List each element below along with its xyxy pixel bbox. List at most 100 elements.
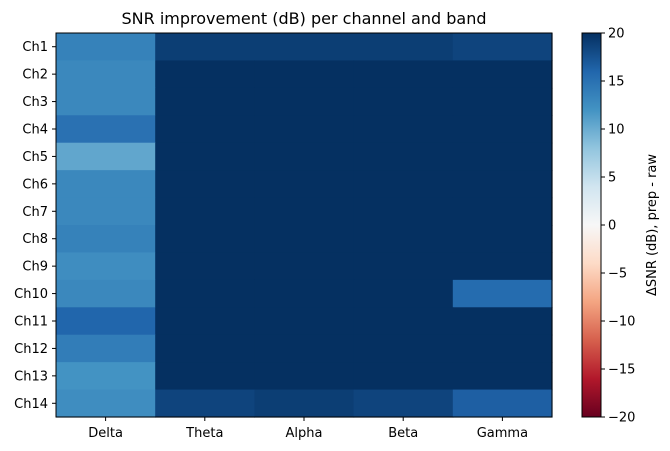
heatmap-cell (452, 115, 553, 144)
heatmap-cell (452, 197, 553, 226)
x-tick-label: Alpha (286, 426, 323, 441)
heatmap-cell (353, 142, 454, 171)
heatmap-cell (56, 389, 156, 418)
colorbar-tick-label: −10 (608, 315, 635, 330)
heatmap-cell (155, 33, 255, 62)
colorbar (581, 32, 602, 418)
heatmap-cell (452, 362, 553, 391)
heatmap-cell (56, 87, 156, 116)
heatmap-cell (56, 60, 156, 89)
heatmap-cell (452, 170, 553, 199)
y-tick-label: Ch2 (22, 68, 48, 83)
heatmap-cell (353, 279, 454, 308)
colorbar-label: ΔSNR (dB), prep - raw (645, 154, 660, 296)
chart-title: SNR improvement (dB) per channel and ban… (122, 9, 487, 28)
heatmap-cell (254, 115, 355, 144)
colorbar-tick-label: −5 (608, 267, 627, 282)
y-tick-label: Ch9 (22, 260, 48, 275)
x-tick-label: Theta (185, 426, 223, 441)
heatmap-cell (254, 197, 355, 226)
heatmap-cell (155, 142, 255, 171)
y-tick-label: Ch11 (14, 315, 48, 330)
heatmap-cell (452, 252, 553, 281)
heatmap-cell (452, 142, 553, 171)
heatmap-cell (254, 87, 355, 116)
heatmap-cell (254, 60, 355, 89)
colorbar-tick-label: 0 (608, 219, 616, 234)
heatmap-cell (254, 362, 355, 391)
heatmap-cell (254, 225, 355, 254)
heatmap-cell (353, 33, 454, 62)
heatmap-cells (56, 33, 553, 418)
heatmap-cell (155, 225, 255, 254)
heatmap-cell (254, 170, 355, 199)
y-tick-label: Ch6 (22, 177, 48, 192)
heatmap-cell (353, 60, 454, 89)
colorbar-axis: −20 −15 −10 −5 0 5 10 15 20 (601, 27, 635, 426)
heatmap-cell (254, 334, 355, 363)
heatmap-cell (353, 197, 454, 226)
y-tick-label: Ch13 (14, 369, 48, 384)
heatmap-cell (353, 225, 454, 254)
heatmap-cell (155, 115, 255, 144)
heatmap-cell (353, 334, 454, 363)
heatmap-cell (254, 252, 355, 281)
heatmap-cell (353, 87, 454, 116)
heatmap-cell (56, 279, 156, 308)
heatmap-cell (254, 142, 355, 171)
heatmap-cell (155, 252, 255, 281)
heatmap-cell (155, 362, 255, 391)
heatmap-cell (353, 362, 454, 391)
heatmap-cell (254, 389, 355, 418)
y-tick-label: Ch3 (22, 95, 48, 110)
y-tick-label: Ch7 (22, 205, 48, 220)
heatmap-cell (155, 60, 255, 89)
x-tick-label: Gamma (477, 426, 528, 441)
heatmap-cell (452, 389, 553, 418)
x-tick-label: Delta (88, 426, 123, 441)
heatmap-cell (155, 279, 255, 308)
colorbar-tick-label: −15 (608, 363, 635, 378)
heatmap-cell (452, 33, 553, 62)
heatmap-cell (56, 142, 156, 171)
heatmap-cell (56, 334, 156, 363)
heatmap-cell (56, 307, 156, 336)
heatmap-cell (452, 87, 553, 116)
heatmap-cell (56, 252, 156, 281)
heatmap-cell (155, 389, 255, 418)
y-tick-label: Ch1 (22, 40, 48, 55)
heatmap-cell (353, 115, 454, 144)
colorbar-tick-label: 10 (608, 123, 625, 138)
y-tick-label: Ch5 (22, 150, 48, 165)
heatmap-cell (56, 225, 156, 254)
x-tick-label: Beta (388, 426, 418, 441)
heatmap-cell (155, 87, 255, 116)
colorbar-tick-label: −20 (608, 411, 635, 426)
y-tick-label: Ch14 (14, 397, 48, 412)
y-axis: Ch1 Ch2 Ch3 Ch4 Ch5 Ch6 Ch7 Ch8 Ch9 Ch10 Ch11 Ch12 C… (14, 40, 56, 412)
heatmap-cell (254, 307, 355, 336)
heatmap-cell (56, 115, 156, 144)
colorbar-tick-label: 20 (608, 27, 625, 42)
heatmap-cell (155, 197, 255, 226)
heatmap-cell (353, 307, 454, 336)
heatmap-cell (452, 334, 553, 363)
heatmap-cell (452, 225, 553, 254)
heatmap-cell (155, 334, 255, 363)
heatmap-cell (155, 170, 255, 199)
heatmap-cell (353, 389, 454, 418)
colorbar-tick-label: 15 (608, 75, 625, 90)
colorbar-tick-label: 5 (608, 171, 616, 186)
heatmap-cell (452, 307, 553, 336)
y-tick-label: Ch8 (22, 232, 48, 247)
heatmap-cell (254, 279, 355, 308)
heatmap-cell (56, 170, 156, 199)
y-tick-label: Ch10 (14, 287, 48, 302)
heatmap-cell (56, 197, 156, 226)
heatmap-cell (56, 33, 156, 62)
y-tick-label: Ch4 (22, 123, 48, 138)
heatmap-cell (56, 362, 156, 391)
heatmap-cell (452, 60, 553, 89)
heatmap-cell (254, 33, 355, 62)
